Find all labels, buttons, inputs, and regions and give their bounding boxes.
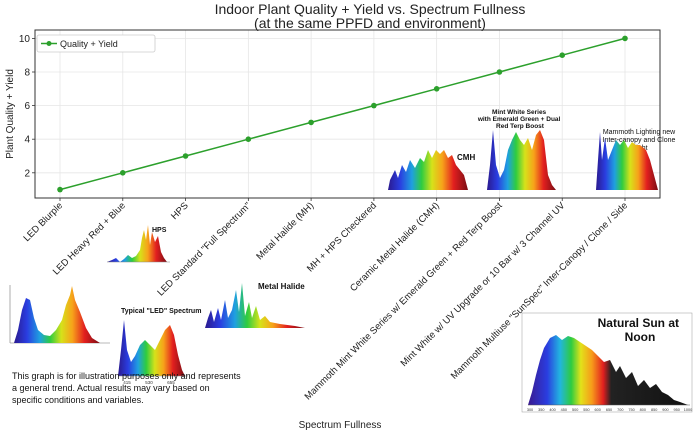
sun-tick-12: 900 (662, 408, 668, 412)
inset-mammoth-spectrum: Mammoth Lighting new Inter-canopy and Cl… (596, 129, 676, 190)
sun-tick-10: 800 (640, 408, 646, 412)
typical-led-spectrum-shape (118, 320, 185, 376)
sun-tick-13: 950 (674, 408, 680, 412)
mini-spectrum-shape (14, 286, 100, 343)
inset-mint-white-spectrum: Mint White Series with Emerald Green + D… (477, 109, 562, 190)
led-tick-2: 655 (167, 380, 175, 385)
y-tick-label-0: 2 (24, 168, 30, 179)
inset-led-heavy-red-blue-spectrum (9, 285, 110, 344)
legend-label: Quality + Yield (60, 39, 118, 49)
sun-tick-2: 400 (549, 408, 555, 412)
sun-label: Natural Sun at Noon (598, 316, 683, 344)
data-point-2 (182, 153, 189, 159)
sun-tick-14: 1000 (684, 408, 692, 412)
x-tick-label-4: Metal Halide (MH) (254, 200, 316, 262)
sun-tick-3: 450 (561, 408, 567, 412)
data-point-3 (245, 136, 252, 142)
legend-marker (46, 41, 52, 46)
legend-box (36, 34, 156, 53)
chart-subtitle: (at the same PPFD and environment) (254, 15, 486, 31)
inset-metal-halide-spectrum: Metal Halide (205, 282, 305, 328)
metal-halide-label: Metal Halide (258, 282, 305, 291)
data-point-8 (559, 52, 566, 58)
sun-tick-6: 600 (595, 408, 601, 412)
sun-tick-11: 850 (651, 408, 657, 412)
data-point-0 (57, 186, 63, 193)
inset-typical-led-spectrum: Typical "LED" Spectrum 415 530 655 (118, 308, 201, 385)
cmh-spectrum-shape (388, 150, 468, 190)
inset-natural-sun-spectrum: Natural Sun at Noon 300 350 400 450 500 550 60… (521, 312, 693, 413)
sun-tick-4: 500 (572, 408, 578, 412)
inset-hps-spectrum: HPS (107, 225, 170, 263)
sun-tick-8: 700 (617, 408, 623, 412)
y-tick-label-1: 4 (24, 135, 30, 146)
data-point-9 (622, 35, 628, 42)
metal-halide-spectrum-shape (205, 283, 305, 328)
typical-led-ticks: 415 530 655 (123, 380, 175, 385)
mint-white-label: Mint White Series with Emerald Green + D… (477, 109, 562, 130)
chart-title: Indoor Plant Quality + Yield vs. Spectru… (215, 1, 526, 17)
disclaimer-footnote: This graph is for illustration purposes … (12, 371, 241, 405)
x-tick-label-5: MH + HPS Checkered (305, 200, 379, 274)
x-axis-label: Spectrum Fullness (299, 420, 382, 431)
inset-cmh-spectrum: CMH (388, 150, 475, 190)
sun-tick-1: 350 (538, 408, 544, 412)
led-tick-0: 415 (123, 380, 131, 385)
series-line-quality-yield (59, 37, 626, 191)
sun-spectrum-shape (528, 335, 688, 405)
data-point-5 (371, 102, 377, 109)
hps-spectrum-shape (107, 225, 167, 262)
x-tick-label-1: LED Heavy Red + Blue (51, 200, 128, 277)
x-tick-label-0: LED Blurple (21, 200, 65, 244)
sun-tick-7: 650 (606, 408, 612, 412)
sun-axis-ticks: 300 350 400 450 500 550 600 650 700 750 800 850 900 9… (527, 408, 692, 412)
cmh-label: CMH (457, 153, 475, 162)
y-tick-label-4: 10 (19, 34, 31, 45)
sun-tick-0: 300 (527, 408, 533, 412)
y-tick-label-3: 8 (24, 68, 30, 79)
y-axis-label: Plant Quality + Yield (5, 69, 16, 159)
x-tick-label-2: HPS (169, 200, 191, 222)
plot-frame (34, 29, 661, 199)
plot-area: 2 4 6 8 10 (19, 29, 661, 201)
typical-led-label: Typical "LED" Spectrum (121, 308, 201, 315)
sun-tick-9: 750 (628, 408, 634, 412)
led-tick-1: 530 (145, 380, 153, 385)
mammoth-spectrum-shape (596, 132, 658, 190)
hps-label: HPS (152, 227, 167, 234)
data-point-7 (496, 69, 503, 75)
grid-lines (35, 30, 660, 198)
y-axis-ticks: 2 4 6 8 10 (19, 34, 35, 179)
y-tick-label-2: 6 (24, 101, 30, 112)
sun-tick-5: 550 (583, 408, 589, 412)
mint-white-spectrum-shape (487, 130, 556, 190)
data-point-1 (119, 170, 126, 176)
series-points (57, 35, 628, 193)
data-point-4 (308, 119, 314, 126)
x-axis-ticks (59, 198, 626, 201)
data-point-6 (433, 86, 440, 92)
legend: Quality + Yield (36, 34, 156, 53)
